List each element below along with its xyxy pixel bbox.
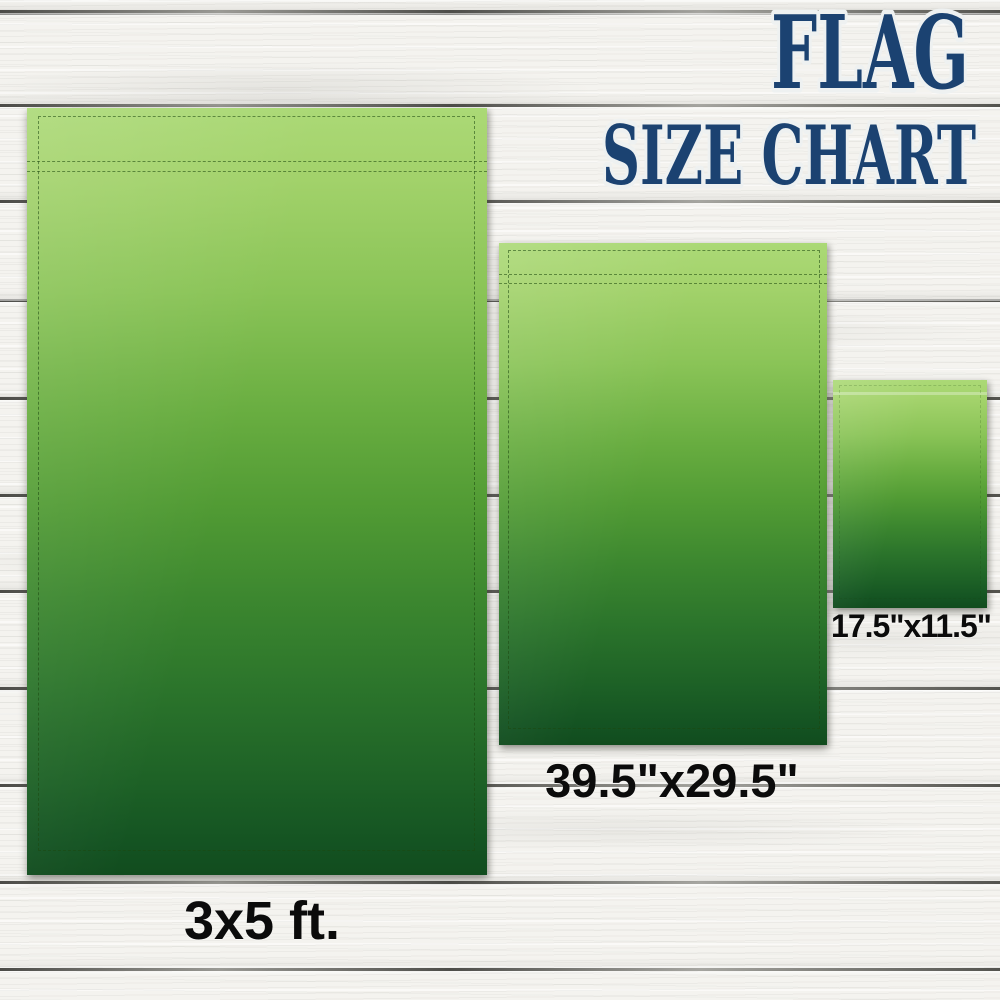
title-line-2: SIZE CHART <box>602 109 976 200</box>
title-line-1: FLAG <box>771 0 969 112</box>
flag-sheen <box>27 108 487 875</box>
flag-medium <box>499 243 827 745</box>
stitch-border <box>839 385 981 599</box>
sleeve-stitch-line <box>833 392 987 395</box>
flag-small <box>833 380 987 608</box>
flag-large <box>27 108 487 875</box>
page-title: FLAG SIZE CHART <box>598 0 981 200</box>
size-label-medium: 39.5"x29.5" <box>545 754 799 807</box>
flag-sheen <box>499 243 827 745</box>
stitch-border <box>508 250 820 729</box>
flag-sheen <box>833 380 987 608</box>
sleeve-stitch-line <box>499 274 827 284</box>
stitch-border <box>38 116 475 851</box>
sleeve-stitch-line <box>27 161 487 172</box>
size-label-small: 17.5"x11.5" <box>831 608 992 644</box>
size-label-large: 3x5 ft. <box>183 891 341 951</box>
